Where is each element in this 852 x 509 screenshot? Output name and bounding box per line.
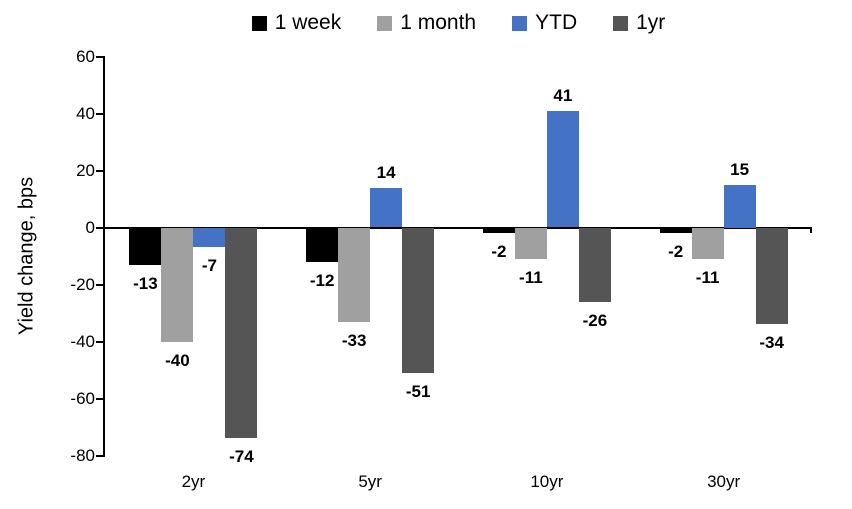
y-tick-mark	[96, 226, 104, 229]
bar	[370, 187, 403, 228]
bar	[514, 227, 547, 259]
y-tick-mark	[96, 340, 104, 343]
bar-value-label: 14	[376, 162, 396, 182]
bar	[338, 227, 371, 322]
y-tick-label: -80	[70, 445, 95, 465]
legend-label: 1 month	[400, 11, 477, 34]
y-tick-mark	[96, 397, 104, 400]
bar	[402, 227, 435, 373]
bar	[723, 184, 756, 228]
bar-value-label: -26	[582, 310, 608, 330]
legend-label: 1 week	[274, 11, 342, 34]
legend-item: 1 month	[377, 11, 476, 35]
x-axis-line	[104, 226, 812, 229]
legend-swatch-icon	[251, 15, 267, 31]
y-tick-label: -40	[70, 331, 95, 351]
bar-value-label: -40	[165, 350, 190, 370]
bar	[161, 227, 194, 342]
bar-value-label: -12	[309, 270, 335, 290]
y-tick-label: 40	[76, 103, 95, 123]
bar-value-label: -2	[668, 242, 684, 262]
legend-swatch-icon	[613, 15, 629, 31]
y-tick-mark	[96, 55, 104, 58]
bar	[482, 227, 515, 234]
bar-value-label: -11	[519, 267, 543, 287]
chart-legend: 1 week 1 month YTD 1yr	[105, 11, 812, 35]
bar	[755, 227, 788, 325]
legend-item: 1 week	[251, 11, 342, 35]
bar	[546, 110, 579, 228]
y-tick-label: 0	[85, 217, 95, 237]
bar-value-label: 41	[553, 85, 573, 105]
bar	[225, 227, 258, 439]
bar	[193, 227, 226, 248]
bar-value-label: -13	[133, 273, 158, 293]
bar-value-label: -7	[201, 256, 217, 276]
legend-swatch-icon	[512, 15, 528, 31]
bar	[691, 227, 724, 259]
bar	[306, 227, 339, 262]
y-tick-mark	[96, 283, 104, 286]
legend-label: 1yr	[636, 11, 666, 34]
bar-value-label: -11	[695, 267, 720, 287]
y-tick-mark	[96, 454, 104, 457]
y-tick-mark	[96, 169, 104, 172]
category-label: 2yr	[181, 472, 206, 491]
bar-value-label: -51	[405, 381, 431, 401]
y-tick-label: -20	[70, 274, 95, 294]
bar-value-label: -74	[229, 447, 254, 467]
bar	[578, 227, 611, 302]
bar-value-label: -34	[759, 333, 784, 353]
y-axis-line	[103, 56, 105, 457]
bar-value-label: -2	[491, 242, 507, 262]
legend-swatch-icon	[377, 15, 393, 31]
bar	[659, 227, 692, 234]
bar-value-label: 15	[730, 159, 750, 179]
y-tick-mark	[96, 112, 104, 115]
category-label: 5yr	[358, 472, 382, 491]
legend-item: 1yr	[613, 11, 665, 35]
legend-item: YTD	[512, 11, 577, 35]
category-label: 10yr	[530, 472, 564, 491]
x-axis-end-tick	[810, 228, 812, 233]
y-tick-label: 60	[76, 46, 95, 66]
y-tick-label: -60	[70, 388, 95, 408]
y-tick-label: 20	[76, 160, 95, 180]
category-label: 30yr	[707, 472, 741, 491]
bar	[129, 227, 162, 265]
legend-label: YTD	[535, 11, 578, 34]
bar-value-label: -33	[341, 330, 367, 350]
